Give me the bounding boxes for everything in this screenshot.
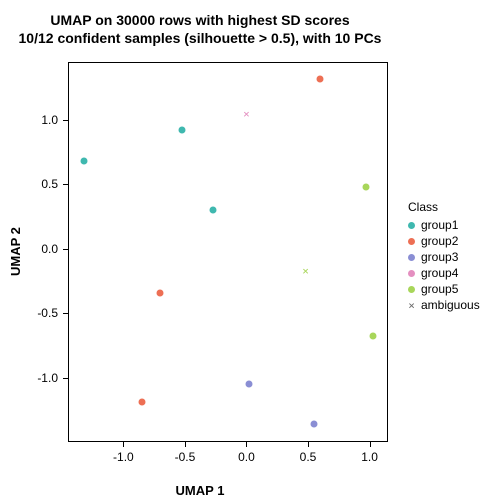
x-tick-mark xyxy=(123,442,124,447)
title-line-1: UMAP on 30000 rows with highest SD score… xyxy=(0,12,400,30)
legend-title: Class xyxy=(408,200,480,214)
y-tick-mark xyxy=(63,120,68,121)
y-tick-mark xyxy=(63,184,68,185)
data-point xyxy=(157,289,164,296)
data-point xyxy=(370,333,377,340)
legend-item: group1 xyxy=(408,218,480,232)
data-point xyxy=(311,420,318,427)
x-tick-label: 1.0 xyxy=(361,450,378,464)
y-tick-mark xyxy=(63,249,68,250)
legend-swatch xyxy=(408,222,415,229)
legend-swatch xyxy=(408,238,415,245)
y-tick-mark xyxy=(63,378,68,379)
x-tick-mark xyxy=(246,442,247,447)
data-point xyxy=(138,399,145,406)
chart-title: UMAP on 30000 rows with highest SD score… xyxy=(0,12,400,47)
legend-item: group2 xyxy=(408,234,480,248)
legend-item: group5 xyxy=(408,282,480,296)
y-tick-label: 0.0 xyxy=(41,242,58,256)
data-point xyxy=(81,158,88,165)
x-tick-label: 0.5 xyxy=(300,450,317,464)
x-axis-label: UMAP 1 xyxy=(0,483,400,498)
legend-label: ambiguous xyxy=(421,298,480,312)
data-point xyxy=(179,127,186,134)
legend: Class group1 group2 group3 group4 group5 × amb… xyxy=(408,200,480,314)
data-point-cross: × xyxy=(243,108,250,119)
y-tick-mark xyxy=(63,313,68,314)
legend-label: group1 xyxy=(421,218,458,232)
y-tick-label: 0.5 xyxy=(41,177,58,191)
data-point xyxy=(245,381,252,388)
y-tick-label: -1.0 xyxy=(37,371,58,385)
legend-swatch xyxy=(408,270,415,277)
x-tick-label: -1.0 xyxy=(113,450,134,464)
y-axis-label: UMAP 2 xyxy=(8,0,23,504)
legend-label: group5 xyxy=(421,282,458,296)
x-tick-label: -0.5 xyxy=(175,450,196,464)
legend-item: group4 xyxy=(408,266,480,280)
legend-swatch xyxy=(408,286,415,293)
legend-label: group2 xyxy=(421,234,458,248)
x-tick-mark xyxy=(185,442,186,447)
umap-scatter-chart: UMAP on 30000 rows with highest SD score… xyxy=(0,0,504,504)
title-line-2: 10/12 confident samples (silhouette > 0.… xyxy=(0,30,400,48)
legend-item: group3 xyxy=(408,250,480,264)
data-point xyxy=(362,183,369,190)
data-point xyxy=(210,207,217,214)
legend-swatch xyxy=(408,254,415,261)
x-tick-mark xyxy=(370,442,371,447)
plot-area xyxy=(68,62,388,442)
data-point xyxy=(317,75,324,82)
data-point-cross: × xyxy=(302,265,309,276)
legend-item: × ambiguous xyxy=(408,298,480,312)
x-tick-mark xyxy=(308,442,309,447)
legend-label: group3 xyxy=(421,250,458,264)
legend-label: group4 xyxy=(421,266,458,280)
x-tick-label: 0.0 xyxy=(238,450,255,464)
legend-swatch-cross: × xyxy=(408,300,415,311)
y-tick-label: -0.5 xyxy=(37,306,58,320)
y-tick-label: 1.0 xyxy=(41,113,58,127)
